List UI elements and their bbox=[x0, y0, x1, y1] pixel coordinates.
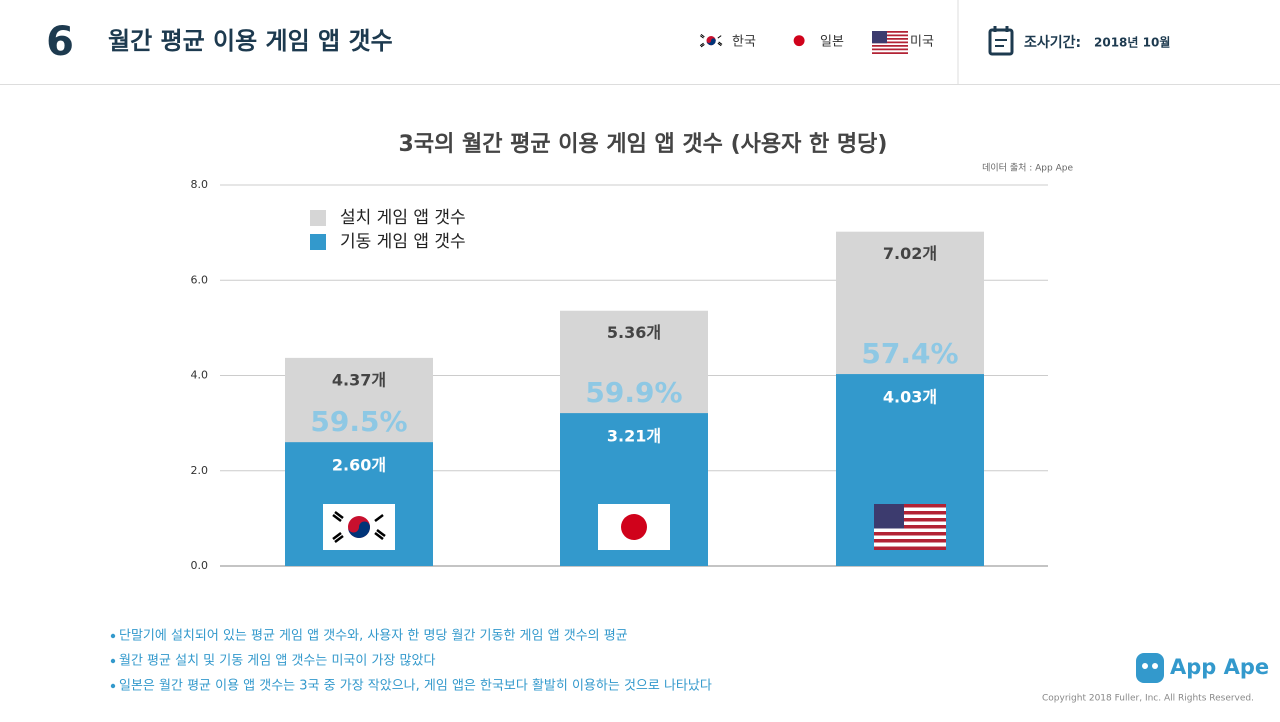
y-tick-label: 8.0 bbox=[191, 178, 209, 191]
flag-icon bbox=[784, 31, 815, 51]
y-tick-label: 4.0 bbox=[191, 369, 209, 382]
chart-title: 3국의 월간 평균 이용 게임 앱 갯수 (사용자 한 명당) bbox=[399, 132, 888, 157]
value-label: 7.02개 bbox=[883, 244, 937, 263]
y-tick-label: 0.0 bbox=[191, 559, 209, 572]
note: 단말기에 설치되어 있는 평균 게임 앱 갯수와, 사용자 한 명당 월간 기동… bbox=[119, 629, 628, 644]
copyright: Copyright 2018 Fuller, Inc. All Rights R… bbox=[1042, 694, 1254, 704]
bullet bbox=[110, 658, 116, 664]
legend-label: 설치 게임 앱 갯수 bbox=[340, 208, 466, 228]
value-label: 2.60개 bbox=[332, 456, 386, 475]
notes: 단말기에 설치되어 있는 평균 게임 앱 갯수와, 사용자 한 명당 월간 기동… bbox=[110, 629, 712, 694]
logo: App Ape bbox=[1136, 653, 1269, 683]
bullet bbox=[110, 633, 116, 639]
period-label: 조사기간: bbox=[1024, 34, 1081, 51]
flag bbox=[598, 504, 670, 550]
legend-swatch bbox=[310, 234, 326, 250]
value-label: 4.03개 bbox=[883, 388, 937, 407]
note: 일본은 월간 평균 이용 앱 갯수는 3국 중 가장 작았으나, 게임 앱은 한… bbox=[119, 679, 712, 694]
value-label: 3.21개 bbox=[607, 427, 661, 446]
logo-text: App Ape bbox=[1170, 655, 1269, 679]
flag-icon bbox=[872, 31, 908, 54]
source: 데이터 출처 : App Ape bbox=[982, 162, 1073, 174]
flag bbox=[321, 502, 397, 552]
country-label: 일본 bbox=[820, 35, 844, 50]
flag-icon bbox=[695, 30, 727, 51]
legend-label: 기동 게임 앱 갯수 bbox=[340, 232, 466, 252]
ratio-label: 59.5% bbox=[310, 405, 407, 438]
flag bbox=[874, 504, 946, 550]
country-label: 미국 bbox=[910, 35, 934, 50]
ratio-label: 57.4% bbox=[861, 337, 958, 370]
calendar-icon bbox=[988, 26, 1014, 56]
slide-title: 월간 평균 이용 게임 앱 갯수 bbox=[108, 27, 393, 55]
y-tick-label: 2.0 bbox=[191, 464, 209, 477]
value-label: 5.36개 bbox=[607, 323, 661, 342]
legend-swatch bbox=[310, 210, 326, 226]
value-label: 4.37개 bbox=[332, 370, 386, 389]
period: 2018년 10월 bbox=[1094, 35, 1170, 50]
ratio-label: 59.9% bbox=[585, 376, 682, 409]
country-label: 한국 bbox=[732, 35, 756, 50]
y-tick-label: 6.0 bbox=[191, 273, 209, 286]
slide-number: 6 bbox=[46, 19, 74, 65]
note: 월간 평균 설치 및 기동 게임 앱 갯수는 미국이 가장 많았다 bbox=[119, 654, 435, 669]
bullet bbox=[110, 683, 116, 689]
